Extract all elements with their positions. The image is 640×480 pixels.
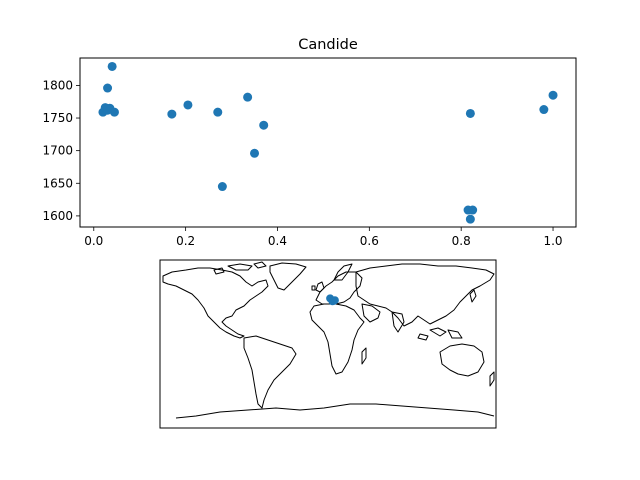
- scatter-point: [465, 108, 475, 118]
- scatter-point: [107, 61, 117, 71]
- x-tick-label: 0.8: [452, 234, 471, 248]
- scatter-point: [259, 120, 269, 130]
- chart-title: Candide: [298, 37, 358, 53]
- scatter-point: [167, 109, 177, 119]
- coastline-japan: [469, 289, 477, 303]
- scatter-points: [98, 61, 558, 224]
- scatter-point: [109, 107, 119, 117]
- coastline-madagascar: [361, 347, 367, 365]
- coastline-greenland: [269, 262, 307, 291]
- world-map: [159, 259, 497, 429]
- coastline-arabia: [361, 303, 381, 323]
- y-tick-label: 1650: [42, 176, 73, 190]
- x-axis-ticks: 0.0 0.2 0.4 0.6 0.8 1.0: [84, 227, 563, 248]
- coastline-south-america: [243, 335, 297, 409]
- map-coastlines: [162, 261, 495, 419]
- map-frame: [159, 259, 497, 429]
- scatter-point: [103, 105, 113, 115]
- scatter-point: [468, 205, 478, 215]
- coastline-arctic-islands: [213, 261, 267, 275]
- scatter-point: [539, 105, 549, 115]
- x-tick-label: 1.0: [543, 234, 562, 248]
- scatter-point: [213, 107, 223, 117]
- coastline-british-isles: [311, 281, 325, 293]
- scatter-point: [103, 83, 113, 93]
- x-tick-label: 0.6: [360, 234, 379, 248]
- coastline-antarctica: [175, 403, 495, 419]
- y-tick-label: 1750: [42, 111, 73, 125]
- scatter-point: [183, 100, 193, 110]
- x-tick-label: 0.4: [268, 234, 287, 248]
- coastline-africa: [309, 303, 365, 375]
- scatter-point: [217, 182, 227, 192]
- coastline-new-zealand: [489, 371, 495, 387]
- scatter-point: [548, 90, 558, 100]
- y-tick-label: 1700: [42, 144, 73, 158]
- map-points: [326, 294, 339, 306]
- y-axis-ticks: 1600 1650 1700 1750 1800: [42, 78, 80, 223]
- scatter-point: [250, 148, 260, 158]
- x-tick-label: 0.0: [84, 234, 103, 248]
- coastline-india: [391, 311, 405, 333]
- coastline-asia: [355, 263, 495, 327]
- scatter-point: [243, 92, 253, 102]
- scatter-axes-frame: [79, 57, 577, 228]
- coastline-north-america: [162, 267, 269, 339]
- scatter-chart: Candide 0.0 0.2 0.4 0.6 0.8 1.0 1600165017001…: [42, 37, 577, 248]
- map-point: [330, 296, 339, 305]
- scatter-point: [465, 214, 475, 224]
- coastline-australia: [439, 343, 485, 377]
- coastline-southeast-asia: [417, 327, 463, 341]
- y-tick-label: 1800: [42, 78, 73, 92]
- x-tick-label: 0.2: [176, 234, 195, 248]
- coastline-scandinavia: [333, 263, 353, 281]
- y-tick-label: 1600: [42, 209, 73, 223]
